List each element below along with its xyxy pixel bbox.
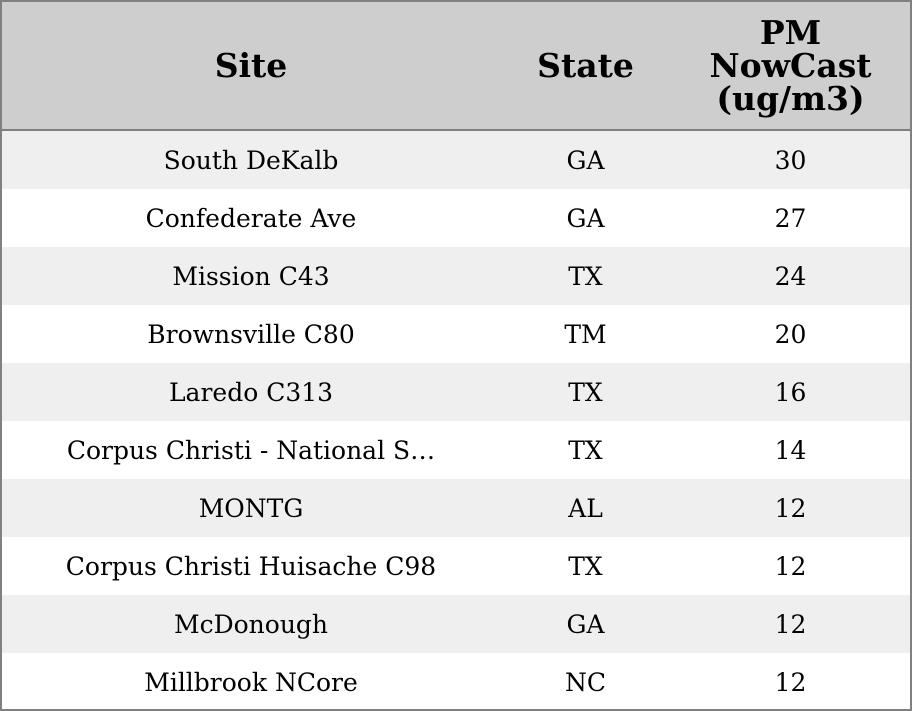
table-row: Corpus Christi Huisache C98 TX 12 — [2, 537, 910, 595]
cell-site: Corpus Christi - National S… — [2, 421, 500, 479]
header-site-line: Site — [214, 46, 288, 85]
header-state: State — [500, 2, 671, 131]
cell-state: GA — [500, 595, 671, 653]
table-row: Mission C43 TX 24 — [2, 247, 910, 305]
cell-state: GA — [500, 130, 671, 189]
cell-pm-nowcast: 27 — [671, 189, 910, 247]
header-site: Site — [2, 2, 500, 131]
cell-pm-nowcast: 12 — [671, 595, 910, 653]
cell-state: TX — [500, 537, 671, 595]
cell-site: Mission C43 — [2, 247, 500, 305]
table-row: Confederate Ave GA 27 — [2, 189, 910, 247]
cell-site: MONTG — [2, 479, 500, 537]
cell-state: TX — [500, 363, 671, 421]
header-pm-line-1: PM — [759, 13, 822, 52]
header-pm-nowcast: PM NowCast (ug/m3) — [671, 2, 910, 131]
table-row: Brownsville C80 TM 20 — [2, 305, 910, 363]
cell-pm-nowcast: 30 — [671, 130, 910, 189]
table-row: MONTG AL 12 — [2, 479, 910, 537]
table-body: South DeKalb GA 30 Confederate Ave GA 27 Missi… — [2, 130, 910, 709]
header-pm-line-2: NowCast — [709, 46, 872, 85]
cell-state: NC — [500, 653, 671, 709]
cell-pm-nowcast: 24 — [671, 247, 910, 305]
cell-state: AL — [500, 479, 671, 537]
cell-site: Confederate Ave — [2, 189, 500, 247]
cell-pm-nowcast: 16 — [671, 363, 910, 421]
cell-site: South DeKalb — [2, 130, 500, 189]
table-row: McDonough GA 12 — [2, 595, 910, 653]
cell-site: Corpus Christi Huisache C98 — [2, 537, 500, 595]
cell-state: TM — [500, 305, 671, 363]
header-row: Site State PM NowCast (ug/m3) — [2, 2, 910, 131]
header-state-line: State — [537, 46, 634, 85]
cell-site: Brownsville C80 — [2, 305, 500, 363]
table-row: Corpus Christi - National S… TX 14 — [2, 421, 910, 479]
cell-site: McDonough — [2, 595, 500, 653]
cell-pm-nowcast: 12 — [671, 653, 910, 709]
cell-pm-nowcast: 12 — [671, 479, 910, 537]
cell-state: TX — [500, 247, 671, 305]
table-row: Millbrook NCore NC 12 — [2, 653, 910, 709]
header-pm-line-3: (ug/m3) — [716, 79, 865, 118]
table-row: Laredo C313 TX 16 — [2, 363, 910, 421]
table-row: South DeKalb GA 30 — [2, 130, 910, 189]
table-header: Site State PM NowCast (ug/m3) — [2, 2, 910, 131]
cell-pm-nowcast: 14 — [671, 421, 910, 479]
cell-pm-nowcast: 12 — [671, 537, 910, 595]
cell-site: Laredo C313 — [2, 363, 500, 421]
cell-state: GA — [500, 189, 671, 247]
cell-state: TX — [500, 421, 671, 479]
cell-pm-nowcast: 20 — [671, 305, 910, 363]
cell-site: Millbrook NCore — [2, 653, 500, 709]
